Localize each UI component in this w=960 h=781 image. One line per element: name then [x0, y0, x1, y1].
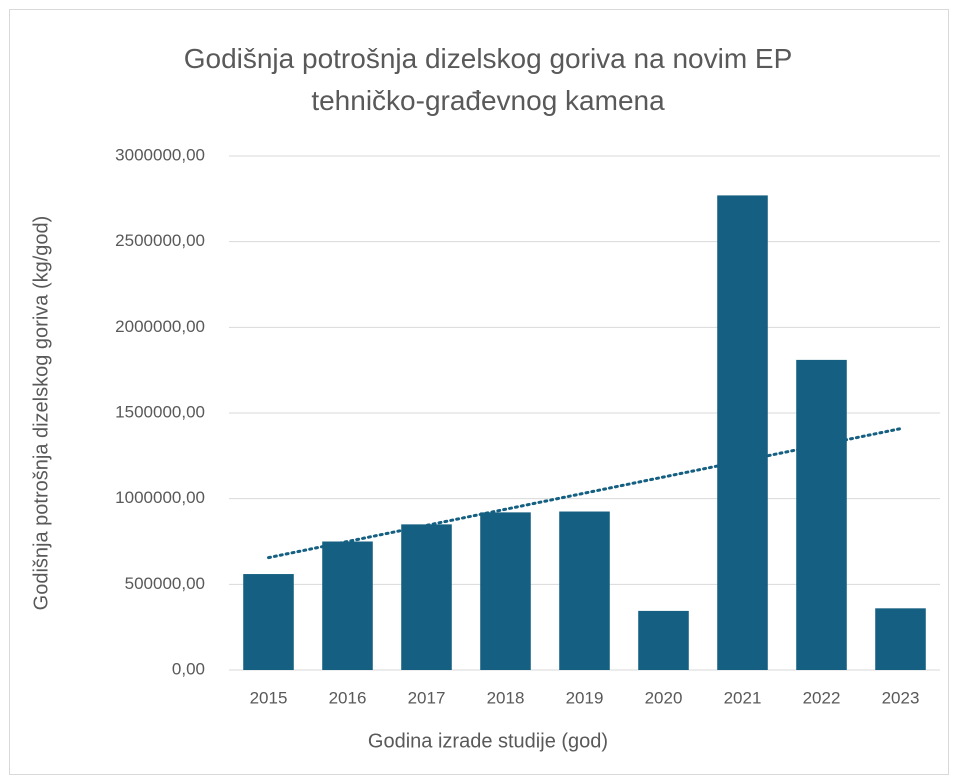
bar — [638, 610, 689, 670]
bar — [243, 574, 294, 670]
y-tick-label: 500000,00 — [125, 574, 205, 593]
bar — [401, 524, 452, 670]
x-tick-label: 2016 — [329, 688, 367, 707]
y-tick-label: 2500000,00 — [115, 231, 205, 250]
bar — [480, 512, 531, 670]
y-tick-label: 2000000,00 — [115, 317, 205, 336]
x-tick-label: 2019 — [566, 688, 604, 707]
bar — [322, 541, 373, 670]
x-tick-label: 2023 — [882, 688, 920, 707]
trendline — [267, 427, 902, 560]
y-axis-title: Godišnja potrošnja dizelskog goriva (kg/… — [30, 216, 52, 611]
bar — [717, 195, 768, 670]
y-tick-label: 1000000,00 — [115, 488, 205, 507]
x-tick-label: 2021 — [724, 688, 762, 707]
bar — [559, 511, 610, 670]
x-tick-label: 2017 — [408, 688, 446, 707]
chart-border — [9, 9, 949, 775]
x-tick-label: 2020 — [645, 688, 683, 707]
chart-title: Godišnja potrošnja dizelskog goriva na n… — [183, 43, 793, 116]
bar — [796, 359, 847, 670]
x-tick-label: 2018 — [487, 688, 525, 707]
x-tick-label: 2015 — [250, 688, 288, 707]
y-tick-label: 3000000,00 — [115, 145, 205, 164]
x-tick-label: 2022 — [803, 688, 841, 707]
x-axis-title: Godina izrade studije (god) — [368, 730, 608, 752]
bar — [875, 608, 926, 670]
y-tick-label: 0,00 — [172, 659, 205, 678]
y-tick-label: 1500000,00 — [115, 402, 205, 421]
